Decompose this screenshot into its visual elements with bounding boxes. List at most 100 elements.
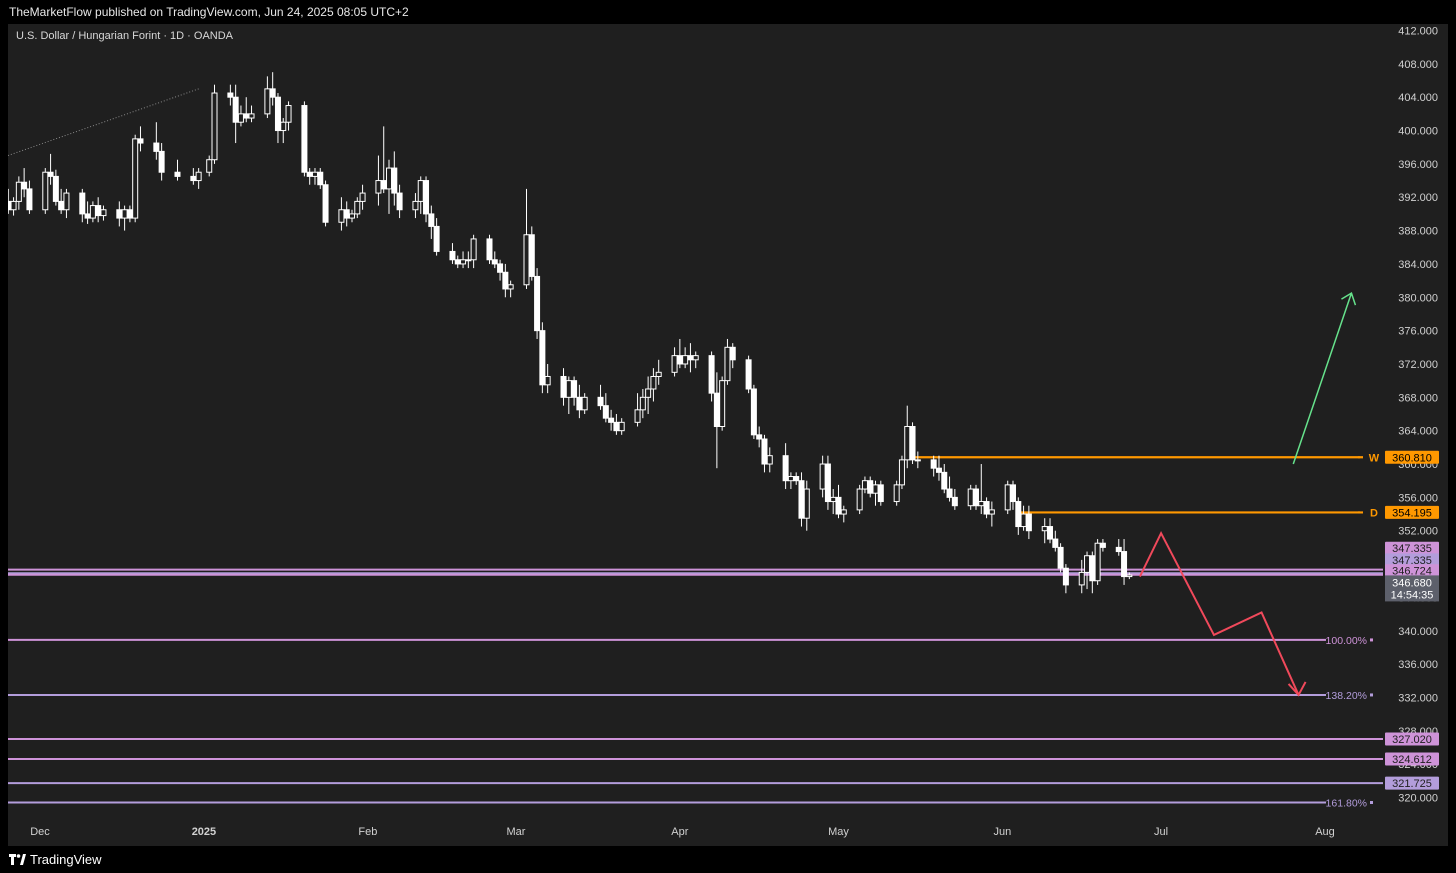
candle (803, 480, 810, 531)
candle-body-up (10, 200, 17, 211)
candle (708, 351, 715, 402)
candle (655, 359, 662, 385)
candle (967, 484, 974, 510)
price-tick-label: 404.000 (1398, 92, 1438, 104)
candle-body-up (544, 375, 551, 386)
candle-body-down (52, 175, 59, 202)
candle-body-down (597, 396, 604, 407)
candle-body-down (983, 501, 990, 515)
candle-body-down (571, 380, 578, 398)
candle-body-down (528, 234, 535, 277)
candle-body-down (232, 96, 239, 123)
candle-body-down (497, 263, 504, 273)
fib-marker-fib-161 (1370, 801, 1373, 805)
candle (745, 355, 752, 394)
price-tick-label: 320.000 (1398, 793, 1438, 805)
candle (909, 422, 916, 465)
candle (946, 476, 953, 502)
price-tick-label: 356.000 (1398, 492, 1438, 504)
candle (983, 497, 990, 519)
candle (137, 126, 144, 152)
candle-body-down (153, 142, 160, 152)
candle-body-up (1020, 513, 1027, 528)
candle (719, 376, 726, 431)
candle-body-up (898, 459, 905, 486)
candle-body-down (756, 434, 763, 440)
candle (761, 434, 768, 473)
tag-W-text: 360.810 (1392, 452, 1432, 464)
candle-body-down (1015, 501, 1022, 528)
dotted-trendline (7, 88, 199, 157)
candle (1057, 543, 1064, 573)
time-tick-label: Jun (994, 826, 1012, 838)
candle-body-down (269, 88, 276, 98)
candle (1004, 480, 1011, 515)
candle (534, 268, 541, 339)
candle-body-up (121, 209, 128, 219)
candle-body-up (460, 259, 467, 265)
candle-body-up (565, 380, 572, 398)
fib-marker-fib-100 (1370, 638, 1373, 642)
candle-body-up (618, 421, 625, 432)
candle (597, 384, 604, 410)
candle (42, 168, 49, 214)
candle-body-up (354, 200, 361, 215)
candle-body-up (338, 209, 345, 223)
tag-pink-347-text: 347.335 (1392, 543, 1432, 555)
candle-body-down (21, 181, 28, 190)
candle (433, 218, 440, 256)
candle-body-up (692, 355, 699, 361)
candle-body-down (750, 388, 757, 436)
candle-body-up (861, 480, 868, 490)
candle-body-up (819, 463, 826, 490)
candle (639, 388, 646, 419)
time-tick-label: Dec (30, 826, 50, 838)
candle-body-up (650, 375, 657, 390)
candle (930, 455, 937, 477)
candle-body-up (893, 484, 900, 503)
candle-body-down (491, 259, 498, 265)
time-tick-label: Mar (506, 826, 525, 838)
candle-body-down (1115, 546, 1122, 553)
candle-body-down (391, 167, 398, 194)
candle (1010, 480, 1017, 510)
candle (21, 168, 28, 198)
candle (507, 280, 514, 298)
candle-body-down (835, 496, 842, 515)
tradingview-brand[interactable]: TradingView (9, 852, 102, 867)
price-tick-label: 336.000 (1398, 659, 1438, 671)
chart-panel[interactable]: W D 100.00% 138.20% 161.80% 412.000 408.000 40… (5, 24, 1448, 846)
candle (756, 426, 763, 448)
candle-body-down (317, 171, 324, 186)
candle (423, 176, 430, 223)
tag-pink-324-bg (1385, 752, 1439, 766)
candle-body-up (523, 234, 530, 286)
candle (285, 101, 292, 131)
candle (951, 489, 958, 510)
tag-D-text: 354.195 (1392, 507, 1432, 519)
candle (232, 84, 239, 144)
candle-body-down (1010, 484, 1017, 503)
candle-body-down (909, 426, 916, 461)
current-price-bg (1385, 575, 1439, 602)
tag-lav-321-text: 321.725 (1392, 778, 1432, 790)
countdown-text: 14:54:35 (1391, 589, 1434, 601)
bearish-path (1139, 530, 1300, 696)
time-tick-label: Jul (1154, 826, 1168, 838)
candle-body-up (42, 171, 49, 211)
candle-body-down (687, 355, 694, 361)
candle (782, 443, 789, 490)
candle-body-up (645, 388, 652, 398)
candlestick-chart[interactable]: W D 100.00% 138.20% 161.80% 412.000 408.000 40… (5, 24, 1448, 846)
candle (354, 197, 361, 219)
candle (571, 376, 578, 406)
candle-body-up (830, 496, 837, 503)
tag-pink-347-bg (1385, 541, 1439, 555)
candle-body-up (359, 192, 366, 202)
candle-body-down (867, 480, 874, 494)
candle (15, 176, 22, 210)
candle (1121, 539, 1128, 585)
candle-body-down (935, 467, 942, 473)
candle-body-up (417, 180, 424, 202)
